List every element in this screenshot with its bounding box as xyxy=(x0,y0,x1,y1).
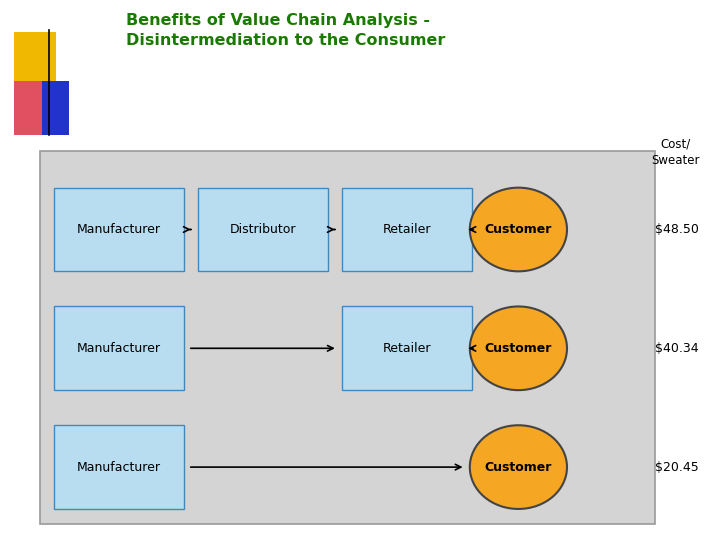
Text: Benefits of Value Chain Analysis -
Disintermediation to the Consumer: Benefits of Value Chain Analysis - Disin… xyxy=(126,14,446,48)
Ellipse shape xyxy=(469,307,567,390)
Text: Retailer: Retailer xyxy=(382,342,431,355)
FancyBboxPatch shape xyxy=(54,306,184,390)
FancyBboxPatch shape xyxy=(342,188,472,271)
FancyBboxPatch shape xyxy=(40,151,655,524)
Text: Manufacturer: Manufacturer xyxy=(77,461,161,474)
Text: Retailer: Retailer xyxy=(382,223,431,236)
FancyBboxPatch shape xyxy=(54,188,184,271)
Text: Customer: Customer xyxy=(485,461,552,474)
Text: $40.34: $40.34 xyxy=(655,342,698,355)
FancyBboxPatch shape xyxy=(42,81,69,135)
Text: $48.50: $48.50 xyxy=(655,223,698,236)
Text: Manufacturer: Manufacturer xyxy=(77,223,161,236)
Ellipse shape xyxy=(469,426,567,509)
Ellipse shape xyxy=(469,187,567,271)
FancyBboxPatch shape xyxy=(14,81,42,135)
Text: Customer: Customer xyxy=(485,342,552,355)
Text: Cost/
Sweater: Cost/ Sweater xyxy=(651,138,700,167)
FancyBboxPatch shape xyxy=(342,306,472,390)
Text: $20.45: $20.45 xyxy=(655,461,698,474)
Text: Distributor: Distributor xyxy=(230,223,296,236)
FancyBboxPatch shape xyxy=(54,426,184,509)
Text: Customer: Customer xyxy=(485,223,552,236)
Text: Manufacturer: Manufacturer xyxy=(77,342,161,355)
FancyBboxPatch shape xyxy=(198,188,328,271)
FancyBboxPatch shape xyxy=(14,32,56,86)
